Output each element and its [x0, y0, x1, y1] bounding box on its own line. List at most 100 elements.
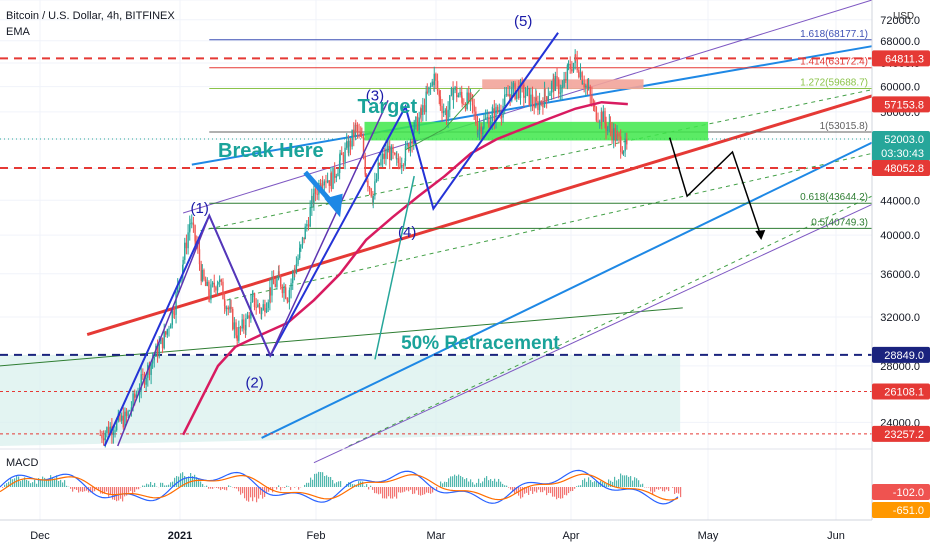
- candle-body: [409, 141, 412, 151]
- macd-histogram-bar: [86, 487, 88, 491]
- macd-histogram-bar: [168, 484, 170, 487]
- candle-body: [313, 188, 315, 203]
- macd-histogram-bar: [350, 482, 352, 487]
- macd-histogram-bar: [480, 483, 482, 487]
- macd-histogram-bar: [338, 481, 340, 487]
- macd-histogram-bar: [148, 484, 150, 487]
- macd-histogram-bar: [276, 487, 278, 490]
- macd-histogram-bar: [658, 487, 660, 490]
- candle-body: [383, 153, 385, 159]
- macd-histogram-bar: [184, 476, 186, 487]
- macd-histogram-bar: [260, 487, 262, 495]
- macd-histogram-bar: [228, 485, 230, 487]
- candle-body: [488, 116, 490, 127]
- candle-body: [425, 91, 427, 113]
- macd-histogram-bar: [84, 487, 86, 492]
- projection-path: [668, 137, 766, 241]
- candle-body: [309, 207, 311, 227]
- time-label: Mar: [427, 530, 446, 542]
- candle-body: [426, 91, 428, 93]
- candle-body: [406, 143, 408, 147]
- price-axis[interactable]: 72000.068000.064000.060000.056000.052000…: [871, 0, 932, 550]
- macd-histogram-bar: [576, 486, 578, 487]
- macd-histogram-bar: [568, 487, 570, 494]
- macd-histogram-bar: [8, 481, 10, 487]
- macd-histogram-bar: [494, 478, 496, 487]
- candle-body: [464, 104, 467, 110]
- macd-histogram-bar: [378, 487, 380, 495]
- macd-histogram-bar: [458, 474, 460, 487]
- macd-histogram-bar: [74, 487, 76, 490]
- candle-body: [624, 138, 626, 152]
- candle-body: [148, 364, 151, 375]
- candle-body: [511, 87, 513, 101]
- candle-body: [303, 237, 305, 240]
- candle-body: [271, 278, 273, 296]
- macd-histogram-bar: [160, 482, 162, 487]
- candle-body: [206, 281, 208, 286]
- macd-histogram-bar: [206, 485, 208, 487]
- price-tick-label: 40000.0: [880, 230, 920, 242]
- candle-body: [316, 193, 318, 195]
- macd-histogram-bar: [132, 487, 134, 495]
- candle-body: [164, 331, 167, 335]
- candle-body: [107, 427, 110, 434]
- macd-histogram-bar: [510, 487, 512, 490]
- macd-histogram-bar: [102, 487, 104, 494]
- macd-histogram-bar: [54, 478, 56, 487]
- macd-histogram-bar: [234, 487, 236, 489]
- candle-body: [399, 162, 401, 168]
- candle-body: [367, 180, 369, 187]
- candle-body: [102, 438, 105, 441]
- candle-body: [335, 176, 338, 178]
- candle-body: [203, 270, 205, 280]
- candle-body: [106, 427, 108, 433]
- candle-body: [150, 363, 152, 375]
- macd-histogram-bar: [70, 487, 72, 489]
- candle-body: [330, 173, 333, 189]
- candle-body: [418, 117, 420, 131]
- candle-body: [272, 278, 275, 285]
- macd-histogram-bar: [464, 479, 466, 487]
- candle-body: [370, 188, 372, 197]
- macd-histogram-bar: [314, 473, 316, 487]
- candle-body: [438, 90, 440, 97]
- macd-histogram-bar: [30, 483, 32, 487]
- candle-body: [151, 360, 154, 364]
- candle-body: [287, 300, 289, 302]
- candle-body: [328, 180, 330, 186]
- macd-line: [0, 469, 679, 505]
- macd-histogram-bar: [176, 476, 178, 487]
- candle-body: [323, 181, 325, 186]
- candle-body: [109, 426, 111, 434]
- macd-histogram-bar: [524, 487, 526, 494]
- candle-body: [243, 319, 245, 329]
- price-tick-label: 68000.0: [880, 36, 920, 48]
- candle-body: [477, 131, 479, 135]
- retracement-annotation: 50% Retracement: [401, 333, 560, 354]
- price-countdown: 03:30:43: [881, 148, 924, 160]
- candle-body: [208, 295, 210, 300]
- candle-body: [358, 131, 360, 133]
- macd-histogram-bar: [330, 476, 332, 487]
- macd-histogram-bar: [372, 487, 374, 490]
- candle-body: [476, 123, 479, 135]
- candle-body: [194, 225, 196, 242]
- macd-histogram-bar: [22, 479, 24, 487]
- macd-histogram-bar: [244, 487, 246, 499]
- macd-histogram-bar: [44, 477, 46, 487]
- candle-body: [586, 85, 589, 89]
- time-axis[interactable]: Dec 2021 Feb Mar Apr May Jun: [0, 519, 872, 542]
- candle-body: [140, 374, 142, 391]
- candle-body: [132, 393, 134, 408]
- macd-histogram-bar: [516, 487, 518, 493]
- candle-body: [362, 137, 365, 156]
- candle-body: [578, 70, 580, 78]
- candle-body: [452, 90, 455, 100]
- macd-histogram-bar: [486, 476, 488, 487]
- macd-histogram-bar: [452, 476, 454, 487]
- candle-body: [549, 92, 551, 96]
- candle-body: [166, 329, 169, 335]
- macd-histogram-bar: [402, 487, 404, 493]
